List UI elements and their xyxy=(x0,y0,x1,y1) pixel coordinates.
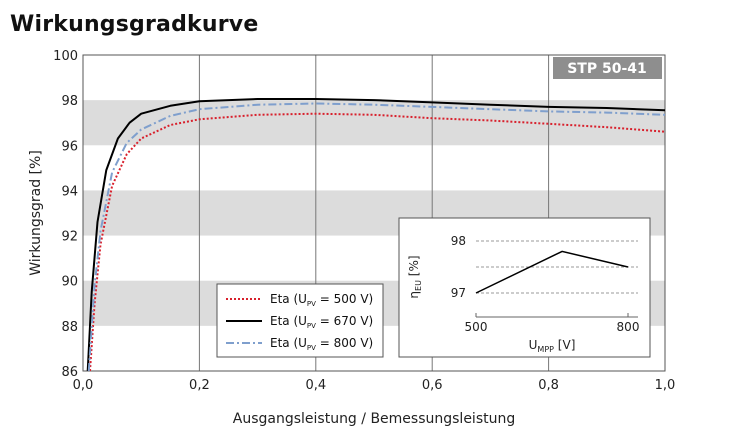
inset-x-tick-800: 800 xyxy=(617,320,640,334)
x-tick-0,0: 0,0 xyxy=(73,378,94,393)
y-tick-98: 98 xyxy=(61,94,78,109)
x-tick-0,6: 0,6 xyxy=(422,378,443,393)
x-tick-0,8: 0,8 xyxy=(538,378,559,393)
y-tick-100: 100 xyxy=(53,49,78,64)
inset-y-label: ηEU [%] xyxy=(407,255,423,298)
inset-series-line-0 xyxy=(475,250,629,294)
y-tick-94: 94 xyxy=(61,184,78,199)
plot-frame xyxy=(82,54,666,372)
x-tick-labels: 0,0 0,2 0,4 0,6 0,8 1,0 xyxy=(73,378,676,393)
legend-label-0: Eta (UPV = 500 V) xyxy=(270,292,373,308)
x-tick-0,4: 0,4 xyxy=(305,378,326,393)
legend: Eta (UPV = 500 V) Eta (UPV = 670 V) Eta (U… xyxy=(216,283,384,358)
y-tick-92: 92 xyxy=(61,230,78,245)
x-tick-1,0: 1,0 xyxy=(655,378,676,393)
y-axis-label: Wirkungsgrad [%] xyxy=(28,150,44,276)
inset-tick-labels: 97 98 500 800 xyxy=(451,234,640,334)
legend-label-2: Eta (UPV = 800 V) xyxy=(270,336,373,352)
inset-line xyxy=(475,250,629,294)
y-tick-labels: 86 88 90 92 94 96 98 100 xyxy=(53,49,78,380)
y-tick-96: 96 xyxy=(61,139,78,154)
x-tick-0,2: 0,2 xyxy=(189,378,210,393)
inset-gridlines xyxy=(475,240,638,318)
model-badge-bg xyxy=(553,57,662,79)
x-axis-label: Ausgangsleistung / Bemessungsleistung xyxy=(233,411,515,427)
y-tick-90: 90 xyxy=(61,275,78,290)
inset-chart: 97 98 500 800 UMPP [V] ηEU [%] xyxy=(398,217,651,358)
series-line-0 xyxy=(89,112,666,372)
page-title: Wirkungsgradkurve xyxy=(10,12,259,37)
inset-x-tick-500: 500 xyxy=(465,320,488,334)
series-line-1 xyxy=(86,98,666,372)
inset-y-tick-97: 97 xyxy=(451,286,466,300)
y-tick-86: 86 xyxy=(61,365,78,380)
series-line-2 xyxy=(87,102,666,372)
legend-label-1: Eta (UPV = 670 V) xyxy=(270,314,373,330)
inset-frame xyxy=(398,217,651,358)
y-tick-88: 88 xyxy=(61,320,78,335)
series-lines xyxy=(86,98,666,372)
inset-x-label: UMPP [V] xyxy=(529,338,576,354)
model-badge-text: STP 50-41 xyxy=(567,61,647,77)
model-badge: STP 50-41 xyxy=(553,57,662,79)
inset-y-tick-98: 98 xyxy=(451,234,466,248)
